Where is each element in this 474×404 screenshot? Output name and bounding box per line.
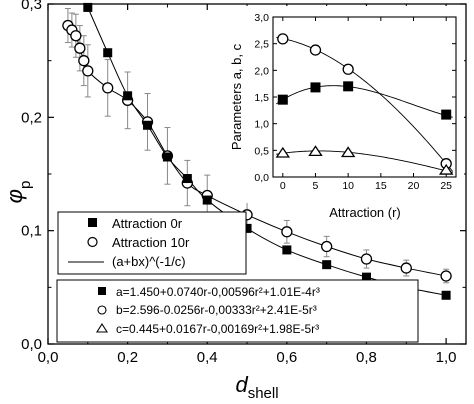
x-axis-title: dshell <box>235 372 278 402</box>
inset-data-marks <box>275 33 454 175</box>
point-attraction-0r <box>103 48 113 58</box>
point-attraction-0r <box>123 91 133 101</box>
y-tick-label: 0,0 <box>21 336 42 353</box>
point-attraction-10r <box>360 253 373 265</box>
inset-x-axis-title: Attraction (r) <box>329 205 401 220</box>
inset-x-tick-label: 15 <box>375 180 387 192</box>
x-axis-title-sub: shell <box>248 385 279 402</box>
inset-x-tick-label: 10 <box>342 180 354 192</box>
inset-y-tick-label: 2,5 <box>254 39 269 51</box>
point-attraction-0r <box>361 272 371 282</box>
inset-y-tick-label: 1,5 <box>254 92 269 104</box>
inset-point-open-circle <box>309 44 322 56</box>
point-attraction-10r <box>102 82 114 94</box>
x-tick-label: 0,8 <box>356 349 377 366</box>
y-tick-label: 0,1 <box>21 223 42 240</box>
point-attraction-0r <box>202 195 212 205</box>
inset-x-tick-label: 20 <box>408 180 420 192</box>
inset-point-open-triangle <box>308 145 323 157</box>
inset-axis-ticks: 0 5 10 15 20 25 0,0 0,5 1,0 1,5 2,0 2,5 3,0 <box>254 12 456 192</box>
x-tick-label: 0,0 <box>38 349 59 366</box>
inset-y-tick-label: 3,0 <box>254 12 269 24</box>
inset-point-open-triangle <box>438 163 454 175</box>
inset-x-tick-label: 5 <box>313 180 319 192</box>
inset-fit-curves <box>276 36 454 173</box>
point-attraction-0r <box>441 290 451 300</box>
inset-x-tick-label: 0 <box>280 180 286 192</box>
x-tick-label: 0,6 <box>276 349 297 366</box>
point-attraction-0r <box>162 152 172 162</box>
y-tick-label: 0,3 <box>21 0 42 13</box>
point-attraction-0r <box>242 223 252 233</box>
point-attraction-10r <box>400 262 412 274</box>
point-attraction-0r <box>282 245 292 255</box>
x-tick-label: 0,2 <box>117 349 138 366</box>
y-tick-label: 0,2 <box>21 109 42 126</box>
legend-bottom <box>56 279 419 343</box>
inset-y-tick-label: 0,5 <box>254 145 269 157</box>
inset-point-open-triangle <box>340 146 356 158</box>
legend-a-square-icon <box>98 287 106 295</box>
legend-square-icon <box>88 218 97 227</box>
point-attraction-10r <box>321 240 333 253</box>
inset-point-filled-square <box>343 81 354 92</box>
legend-label-a: a=1.450+0.0740r-0,00596r²+1.01E-4r³ <box>116 285 320 299</box>
legend-label-fit: (a+bx)^(-1/c) <box>112 254 186 269</box>
point-attraction-10r <box>74 42 86 54</box>
inset-background <box>223 6 464 203</box>
point-attraction-10r <box>70 30 82 42</box>
point-attraction-10r <box>440 270 452 282</box>
y-axis-title: φp <box>2 181 34 204</box>
inset-y-tick-label: 0,0 <box>254 172 269 184</box>
inset-point-filled-square <box>310 82 321 93</box>
inset-point-open-circle <box>342 63 354 75</box>
inset-fit-curve-1 <box>276 36 454 172</box>
point-attraction-10r <box>78 55 90 67</box>
point-attraction-0r <box>322 260 332 270</box>
inset-x-tick-label: 25 <box>440 180 452 192</box>
point-attraction-10r <box>82 65 94 77</box>
x-tick-label: 0,4 <box>197 349 218 366</box>
inset-fit-curve-2 <box>276 150 453 173</box>
legend-label-attraction-10r: Attraction 10r <box>112 235 190 250</box>
inset-y-axis-title: Parameters a, b, c <box>229 43 244 150</box>
y-axis-title-sub: p <box>17 181 34 189</box>
inset-point-filled-square <box>277 94 288 105</box>
point-attraction-0r <box>83 2 93 12</box>
legend-b-circle-icon <box>97 305 107 315</box>
inset-y-tick-label: 2,0 <box>254 65 269 77</box>
legend-c-triangle-icon <box>96 322 108 333</box>
inset-y-tick-label: 1,0 <box>254 119 269 131</box>
x-tick-label: 1,0 <box>436 349 457 366</box>
legend-circle-icon <box>87 236 98 248</box>
point-attraction-10r <box>281 226 293 238</box>
point-attraction-0r <box>182 174 192 184</box>
inset-fit-curve-0 <box>276 85 453 118</box>
inset-point-open-triangle <box>275 146 291 158</box>
inset-point-filled-square <box>441 109 452 120</box>
legend-label-b: b=2.596-0.0256r-0,00333r²+2.41E-5r³ <box>116 303 317 317</box>
inset-point-open-circle <box>277 33 289 45</box>
point-attraction-0r <box>143 120 153 130</box>
legend-label-attraction-0r: Attraction 0r <box>112 216 183 231</box>
legend-label-c: c=0.445+0.0167r-0,00169r²+1.98E-5r³ <box>116 322 319 336</box>
